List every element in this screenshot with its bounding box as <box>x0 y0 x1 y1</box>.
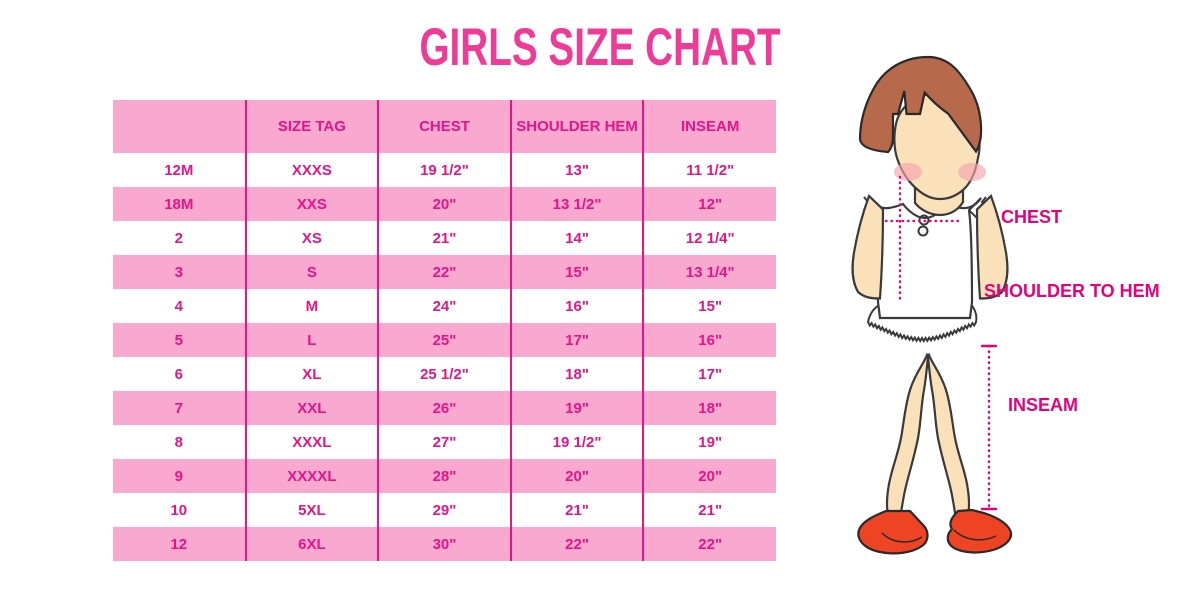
svg-text:INSEAM: INSEAM <box>1008 395 1078 415</box>
svg-text:CHEST: CHEST <box>1001 207 1062 227</box>
svg-text:SHOULDER TO HEM: SHOULDER TO HEM <box>984 281 1160 301</box>
